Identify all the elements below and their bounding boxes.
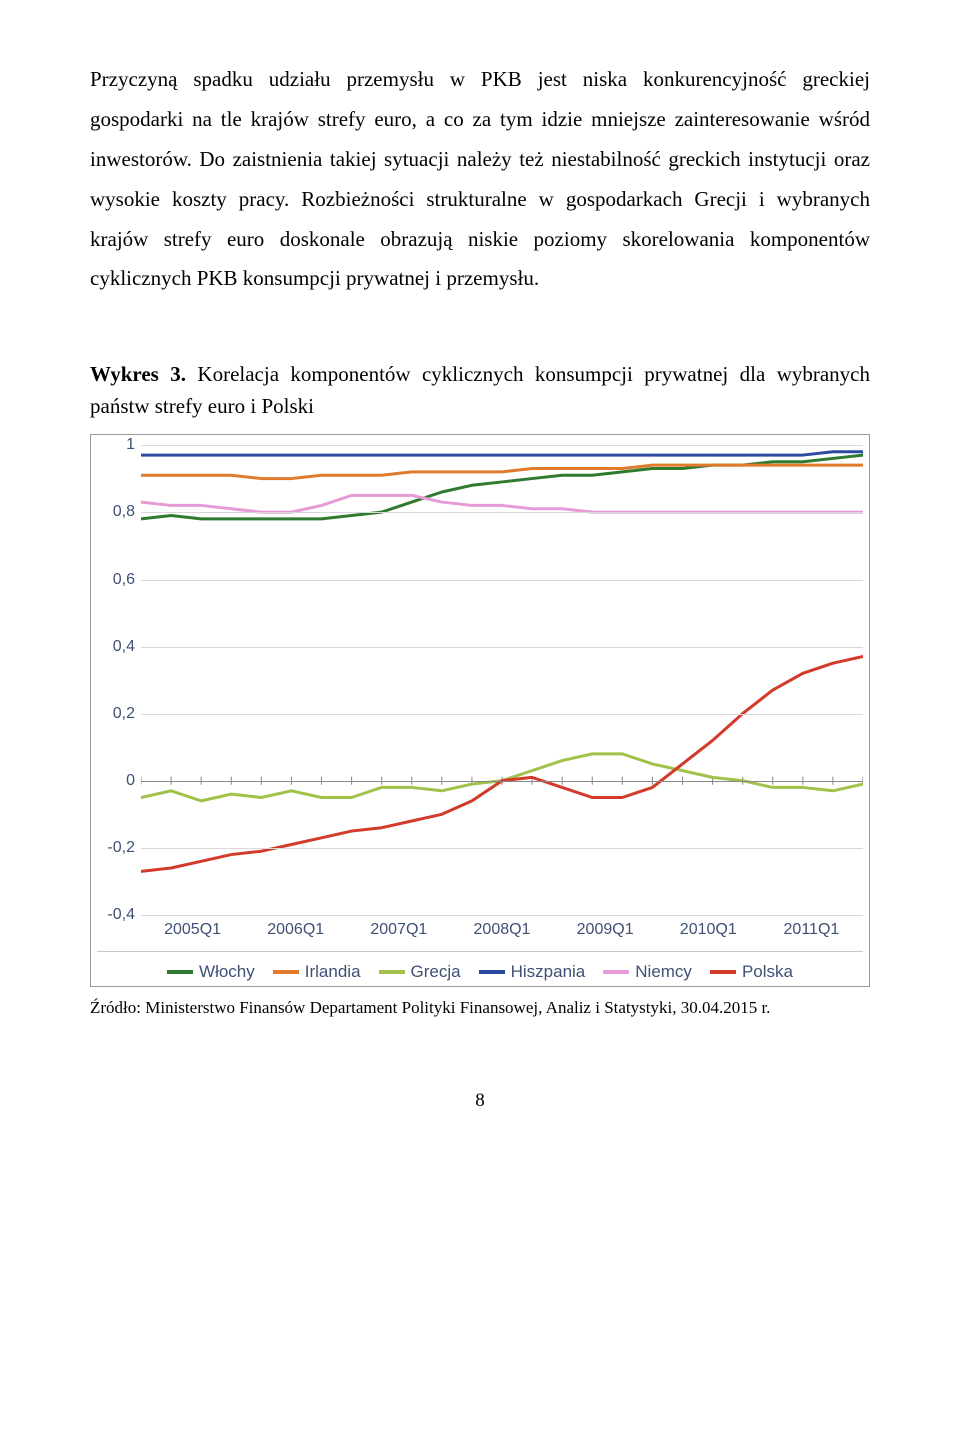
y-tick-label: 0,4 — [113, 638, 135, 656]
grid-line — [141, 647, 863, 648]
series-irlandia — [141, 465, 863, 478]
grid-line — [141, 848, 863, 849]
legend-swatch — [273, 970, 299, 974]
x-tick-label: 2007Q1 — [347, 921, 450, 939]
grid-line — [141, 915, 863, 916]
body-paragraph: Przyczyną spadku udziału przemysłu w PKB… — [90, 60, 870, 299]
grid-line — [141, 714, 863, 715]
x-tick-label: 2010Q1 — [657, 921, 760, 939]
y-tick-label: 1 — [126, 436, 135, 454]
grid-line — [141, 580, 863, 581]
figure-source: Źródło: Ministerstwo Finansów Departamen… — [90, 997, 870, 1020]
legend-item: Hiszpania — [479, 962, 586, 982]
series-polska — [141, 657, 863, 872]
series-niemcy — [141, 496, 863, 513]
y-tick-label: 0,2 — [113, 705, 135, 723]
y-tick-label: 0,8 — [113, 503, 135, 521]
legend-item: Włochy — [167, 962, 255, 982]
legend-swatch — [479, 970, 505, 974]
y-tick-label: -0,2 — [107, 839, 135, 857]
x-tick-label: 2009Q1 — [554, 921, 657, 939]
legend-item: Polska — [710, 962, 793, 982]
legend-label: Polska — [742, 962, 793, 982]
y-tick-label: -0,4 — [107, 906, 135, 924]
chart-legend: Włochy Irlandia Grecja Hiszpania Niemcy Polsk… — [97, 951, 863, 982]
grid-line — [141, 512, 863, 513]
correlation-chart: 1 0,8 0,6 0,4 0,2 0 -0,2 -0,4 2005Q12006Q12007Q… — [90, 434, 870, 987]
figure-caption-label: Wykres 3. — [90, 362, 186, 386]
figure-caption-text: Korelacja komponentów cyklicznych konsum… — [90, 362, 870, 418]
legend-item: Irlandia — [273, 962, 361, 982]
legend-label: Grecja — [411, 962, 461, 982]
series-lines — [141, 445, 863, 915]
x-axis: 2005Q12006Q12007Q12008Q12009Q12010Q12011… — [141, 921, 863, 939]
x-tick-label: 2005Q1 — [141, 921, 244, 939]
legend-item: Grecja — [379, 962, 461, 982]
x-tick-label: 2011Q1 — [760, 921, 863, 939]
figure-caption: Wykres 3. Korelacja komponentów cykliczn… — [90, 359, 870, 422]
x-tick-label: 2008Q1 — [450, 921, 553, 939]
legend-swatch — [167, 970, 193, 974]
legend-label: Włochy — [199, 962, 255, 982]
legend-label: Hiszpania — [511, 962, 586, 982]
x-tick-label: 2006Q1 — [244, 921, 347, 939]
grid-line — [141, 445, 863, 446]
legend-swatch — [710, 970, 736, 974]
legend-label: Irlandia — [305, 962, 361, 982]
legend-item: Niemcy — [603, 962, 692, 982]
grid-line — [141, 781, 863, 782]
y-tick-label: 0 — [126, 772, 135, 790]
legend-label: Niemcy — [635, 962, 692, 982]
page-number: 8 — [90, 1090, 870, 1112]
plot-grid — [141, 445, 863, 915]
legend-swatch — [603, 970, 629, 974]
y-axis: 10,80,60,40,20-0,2-0,4 — [97, 445, 141, 915]
series-hiszpania — [141, 452, 863, 455]
legend-swatch — [379, 970, 405, 974]
y-tick-label: 0,6 — [113, 571, 135, 589]
